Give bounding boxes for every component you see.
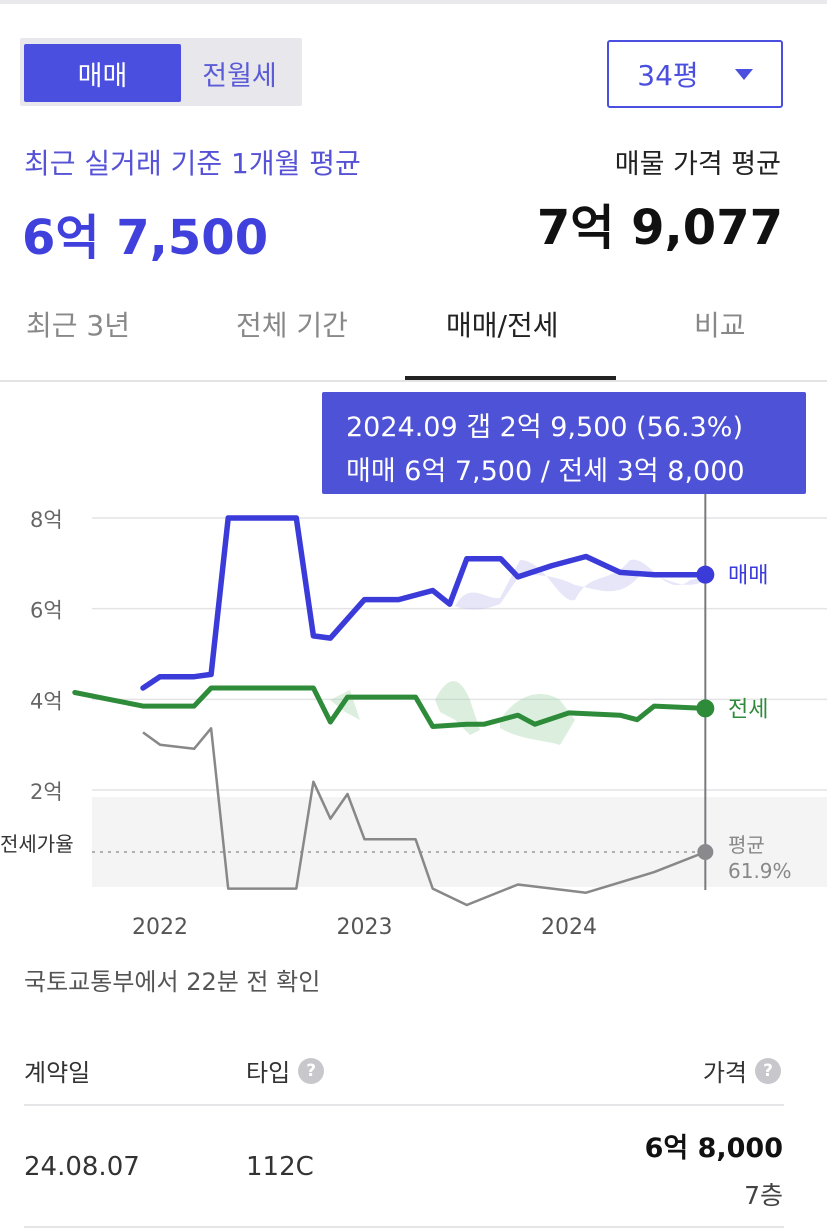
series-label-jeonse: 전세	[728, 697, 768, 722]
bottom-rule	[24, 1226, 784, 1228]
col-header-type: 타입 ?	[246, 1053, 325, 1088]
row-floor: 7층	[744, 1181, 783, 1210]
period-tabs: 최근 3년 전체 기간 매매/전세 비교	[0, 290, 827, 382]
y-tick-label: 2억	[30, 780, 63, 804]
tooltip-price-line: 매매 6억 7,500 / 전세 3억 8,000	[346, 456, 745, 487]
tab-sale-jeonse[interactable]: 매매/전세	[446, 309, 559, 342]
recent-trade-label: 최근 실거래 기준 1개월 평균	[24, 147, 361, 180]
y-tick-label: 4억	[30, 689, 63, 713]
updated-note: 국토교통부에서 22분 전 확인	[24, 968, 321, 996]
tab-compare[interactable]: 비교	[694, 309, 746, 342]
trade-type-toggle: 매매 전월세	[20, 38, 302, 106]
jeonse-range-band	[330, 681, 575, 745]
tab-all-period[interactable]: 전체 기간	[236, 309, 348, 342]
ratio-axis-label: 전세가율	[0, 832, 74, 856]
chevron-down-icon	[734, 68, 753, 80]
help-icon[interactable]: ?	[755, 1057, 781, 1084]
ratio-band	[92, 797, 827, 887]
y-tick-label: 6억	[30, 599, 63, 623]
sale-range-band	[455, 559, 706, 610]
col-header-price-label: 가격	[702, 1059, 747, 1087]
row-price: 6억 8,000	[644, 1133, 783, 1164]
row-date: 24.08.07	[24, 1152, 140, 1182]
series-line-sale	[140, 515, 709, 691]
trade-type-rent-button[interactable]: 전월세	[202, 60, 277, 92]
x-tick-label: 2024	[541, 915, 597, 940]
active-tab-indicator	[405, 376, 616, 380]
col-header-price: 가격 ?	[703, 1053, 781, 1088]
x-tick-label: 2022	[132, 915, 188, 940]
tooltip-gap-line: 2024.09 갭 2억 9,500 (56.3%)	[346, 412, 743, 443]
size-select-value: 34평	[637, 59, 699, 92]
help-icon[interactable]: ?	[298, 1057, 325, 1084]
ratio-average-label: 평균	[728, 833, 765, 857]
x-tick-label: 2023	[337, 915, 393, 940]
chart-tooltip: 2024.09 갭 2억 9,500 (56.3%) 매매 6억 7,500 /…	[322, 392, 806, 494]
table-divider	[24, 1104, 784, 1106]
point-ratio-selected	[697, 844, 714, 860]
top-rule	[0, 0, 827, 4]
size-select[interactable]: 34평	[607, 40, 783, 108]
listing-average-price: 7억 9,077	[536, 200, 783, 256]
point-sale-selected	[696, 565, 715, 584]
series-line-jeonse	[72, 685, 708, 729]
col-header-date: 계약일	[24, 1053, 90, 1088]
row-type: 112C	[246, 1152, 314, 1182]
series-line-jeonse-ratio	[142, 727, 706, 907]
y-tick-label: 8억	[30, 508, 63, 532]
col-header-type-label: 타입	[246, 1059, 291, 1087]
col-header-date-label: 계약일	[24, 1059, 91, 1087]
tab-recent-3y[interactable]: 최근 3년	[26, 309, 130, 342]
trade-type-sale-button[interactable]: 매매	[24, 44, 181, 102]
ratio-average-value: 61.9%	[728, 859, 792, 883]
series-label-sale: 매매	[728, 564, 768, 589]
recent-trade-price: 6억 7,500	[22, 210, 269, 266]
listing-average-label: 매물 가격 평균	[614, 149, 781, 180]
point-jeonse-selected	[696, 699, 715, 718]
